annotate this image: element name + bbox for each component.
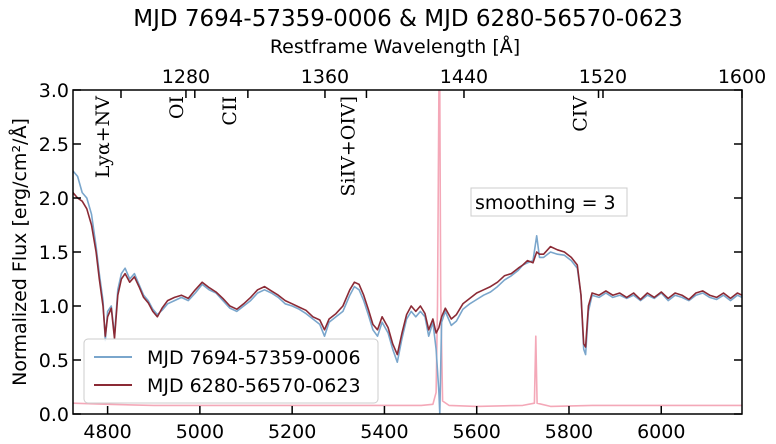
y-tick-label: 2.5	[39, 134, 69, 156]
top-x-axis-label: Restframe Wavelength [Å]	[270, 35, 520, 58]
line-labels: Lyα+NV OI CII SiIV+OIV] CIV	[92, 90, 600, 196]
series-line-3	[73, 90, 742, 408]
y-tick-label: 0.0	[39, 404, 69, 426]
top-tick-label: 1440	[440, 66, 488, 88]
legend-box	[83, 338, 379, 404]
y-tick-label: 1.5	[39, 242, 69, 264]
top-tick-label: 1600	[718, 66, 766, 88]
emission-line-label: CIV	[570, 96, 592, 132]
top-tick-label: 1280	[162, 66, 210, 88]
y-axis-label: Normalized Flux [erg/cm²/Å]	[8, 118, 31, 386]
emission-line-label: SiIV+OIV]	[337, 96, 359, 196]
x-tick-label: 6000	[637, 421, 685, 443]
smoothing-note-box	[470, 187, 628, 217]
smoothing-note-text: smoothing = 3	[475, 192, 616, 214]
emission-line-label: Lyα+NV	[92, 96, 114, 178]
x-tick-label: 5800	[545, 421, 593, 443]
series-line-1	[73, 170, 742, 414]
emission-line-label: CII	[219, 96, 241, 126]
smoothing-note: smoothing = 3	[470, 187, 628, 217]
y-tick-label: 2.0	[39, 188, 69, 210]
series-layer	[73, 90, 742, 414]
top-tick-label: 1520	[579, 66, 627, 88]
legend: MJD 7694-57359-0006 MJD 6280-56570-0623	[83, 338, 379, 404]
emission-line-label: OI	[166, 96, 188, 119]
x-tick-label: 5000	[176, 421, 224, 443]
y-tick-label: 0.5	[39, 350, 69, 372]
top-tick-label: 1360	[301, 66, 349, 88]
series-line-2	[73, 192, 742, 356]
x-tick-label: 4800	[83, 421, 131, 443]
legend-label-series-1: MJD 7694-57359-0006	[147, 347, 361, 369]
x-tick-label: 5600	[453, 421, 501, 443]
y-tick-label: 1.0	[39, 296, 69, 318]
legend-label-series-2: MJD 6280-56570-0623	[147, 375, 361, 397]
plot-frame	[72, 89, 743, 415]
x-tick-label: 5200	[268, 421, 316, 443]
y-tick-label: 3.0	[39, 80, 69, 102]
x-tick-label: 5400	[360, 421, 408, 443]
chart-title: MJD 7694-57359-0006 & MJD 6280-56570-062…	[133, 6, 683, 32]
